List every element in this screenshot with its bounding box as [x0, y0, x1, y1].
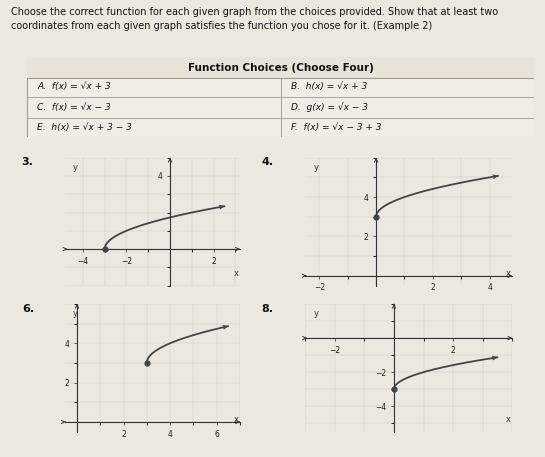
Text: x: x — [506, 415, 511, 424]
Text: A.  f(x) = √x + 3: A. f(x) = √x + 3 — [38, 82, 111, 91]
Text: Choose the correct function for each given graph from the choices provided. Show: Choose the correct function for each giv… — [11, 7, 498, 17]
Text: Function Choices (Choose Four): Function Choices (Choose Four) — [187, 63, 374, 73]
Text: C.  f(x) = √x − 3: C. f(x) = √x − 3 — [38, 103, 111, 112]
Text: y: y — [313, 309, 318, 318]
Text: y: y — [72, 163, 77, 172]
Text: y: y — [313, 163, 318, 172]
Text: 8.: 8. — [262, 303, 274, 314]
Text: D.  g(x) = √x − 3: D. g(x) = √x − 3 — [291, 103, 368, 112]
Text: coordinates from each given graph satisfies the function you chose for it. (Exam: coordinates from each given graph satisf… — [11, 21, 432, 31]
Text: E.  h(x) = √x + 3 − 3: E. h(x) = √x + 3 − 3 — [38, 123, 132, 132]
Bar — [27, 57, 534, 78]
Text: y: y — [72, 309, 77, 318]
Text: 6.: 6. — [22, 303, 34, 314]
Text: x: x — [506, 269, 511, 278]
Text: B.  h(x) = √x + 3: B. h(x) = √x + 3 — [291, 82, 367, 91]
Text: 4.: 4. — [262, 156, 274, 166]
Text: x: x — [234, 269, 239, 278]
Text: 3.: 3. — [22, 156, 34, 166]
Text: x: x — [234, 415, 239, 424]
Text: F.  f(x) = √x − 3 + 3: F. f(x) = √x − 3 + 3 — [291, 123, 382, 132]
